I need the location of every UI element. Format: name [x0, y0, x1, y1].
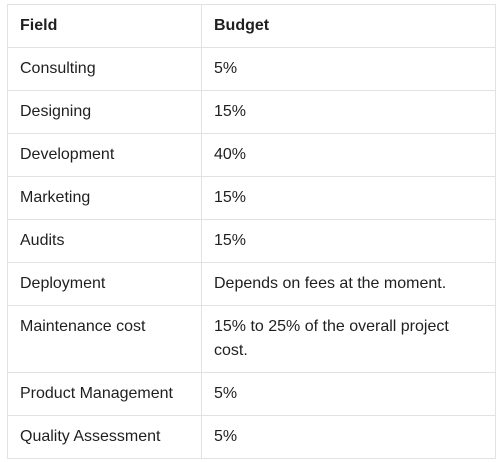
table-header-row: Field Budget: [7, 4, 496, 48]
budget-cell: 15%: [201, 219, 496, 263]
column-header-field: Field: [7, 4, 202, 48]
field-cell: Audits: [7, 219, 202, 263]
budget-cell: 5%: [201, 372, 496, 416]
column-header-budget: Budget: [201, 4, 496, 48]
table-row: Designing 15%: [7, 90, 496, 134]
table-row: Quality Assessment 5%: [7, 415, 496, 459]
budget-table-container: Field Budget Consulting 5% Designing 15%…: [7, 4, 496, 459]
field-cell: Marketing: [7, 176, 202, 220]
table-row: Marketing 15%: [7, 176, 496, 220]
budget-cell: 40%: [201, 133, 496, 177]
budget-cell: 5%: [201, 47, 496, 91]
table-row: Consulting 5%: [7, 47, 496, 91]
field-cell: Development: [7, 133, 202, 177]
budget-cell: 15% to 25% of the overall project cost.: [201, 305, 496, 373]
budget-table: Field Budget Consulting 5% Designing 15%…: [7, 4, 496, 459]
field-cell: Consulting: [7, 47, 202, 91]
field-cell: Maintenance cost: [7, 305, 202, 373]
table-row: Development 40%: [7, 133, 496, 177]
table-row: Product Management 5%: [7, 372, 496, 416]
field-cell: Product Management: [7, 372, 202, 416]
budget-cell: Depends on fees at the moment.: [201, 262, 496, 306]
field-cell: Quality Assessment: [7, 415, 202, 459]
field-cell: Designing: [7, 90, 202, 134]
table-row: Audits 15%: [7, 219, 496, 263]
budget-cell: 5%: [201, 415, 496, 459]
field-cell: Deployment: [7, 262, 202, 306]
table-row: Maintenance cost 15% to 25% of the overa…: [7, 305, 496, 373]
budget-cell: 15%: [201, 176, 496, 220]
table-row: Deployment Depends on fees at the moment…: [7, 262, 496, 306]
budget-cell: 15%: [201, 90, 496, 134]
